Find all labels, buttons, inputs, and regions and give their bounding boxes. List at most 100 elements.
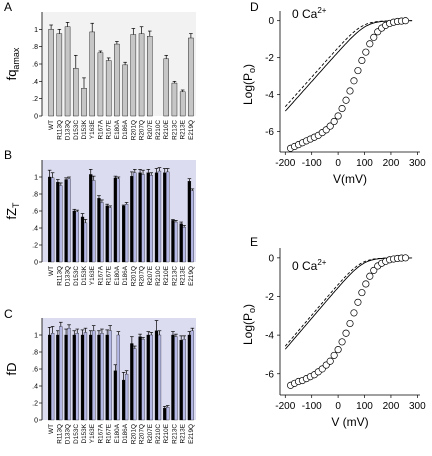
- category-label: WT: [48, 266, 55, 276]
- y-tick-label: .8: [32, 44, 38, 51]
- bar: [97, 52, 104, 117]
- category-label: R113Q: [56, 120, 63, 140]
- category-label: R213C: [171, 120, 178, 140]
- x-tick-label: 100: [356, 158, 373, 169]
- category-label: R167E: [106, 424, 113, 444]
- bar: [105, 334, 109, 421]
- category-label: R207Q: [139, 266, 146, 286]
- bar: [73, 68, 79, 117]
- bar: [81, 88, 87, 117]
- y-tick-label: 0: [268, 16, 274, 27]
- bar: [166, 171, 170, 263]
- bar: [154, 330, 159, 421]
- panel-a: A 0 .2 .4 .6 .8 1 fqamax WT R113Q D133Q D153C D153K Y…: [4, 0, 196, 140]
- y-tick-label: 1: [34, 175, 38, 182]
- bar: [146, 334, 150, 421]
- x-tick-label: 0: [335, 158, 341, 169]
- category-label: D153C: [73, 424, 80, 444]
- bar: [166, 407, 170, 421]
- bar: [89, 334, 93, 421]
- data-point: [362, 48, 370, 56]
- y-tick-label: 0: [34, 114, 38, 121]
- y-tick-label: .6: [32, 367, 38, 374]
- bar: [92, 180, 96, 263]
- condition-annotation: 0 Ca2+: [292, 6, 327, 21]
- category-label: R201Q: [130, 120, 137, 140]
- data-point: [358, 289, 366, 297]
- y-tick-label: .2: [32, 401, 38, 408]
- bar: [182, 226, 186, 263]
- bar: [171, 334, 175, 421]
- bar: [122, 64, 128, 117]
- bar: [154, 172, 159, 263]
- bar: [114, 43, 120, 117]
- bar: [138, 336, 142, 421]
- y-axis-label: Log(Po): [241, 304, 257, 345]
- x-tick-label: 200: [383, 158, 400, 169]
- panel-b: B 0 .2 .4 .6 .8 1 fZT WT R113Q D133Q D153C D153K Y163…: [4, 148, 196, 286]
- bar: [141, 339, 145, 421]
- category-label: E219Q: [188, 266, 195, 286]
- category-label: R213C: [171, 424, 178, 444]
- bar: [147, 36, 153, 117]
- data-point: [370, 33, 378, 41]
- data-point: [338, 338, 346, 346]
- bar: [130, 175, 134, 263]
- y-tick-label: -2: [265, 53, 274, 64]
- category-label: E180A: [114, 265, 121, 285]
- category-label: R210C: [155, 266, 162, 286]
- category-label: Y163E: [89, 120, 96, 139]
- x-tick-label: -200: [275, 401, 295, 412]
- data-point: [401, 254, 410, 262]
- x-tick-label: 0: [335, 401, 341, 412]
- bar: [116, 178, 120, 263]
- bar: [157, 170, 162, 263]
- data-point: [342, 96, 350, 104]
- category-label: D153C: [73, 120, 80, 140]
- condition-annotation: 0 Ca2+: [292, 258, 327, 273]
- bar: [64, 26, 71, 117]
- bar: [50, 177, 55, 263]
- bar: [163, 172, 167, 263]
- y-tick-label: .8: [32, 350, 38, 357]
- category-label: R207Q: [139, 120, 146, 140]
- bar: [179, 339, 183, 421]
- bar: [130, 343, 134, 421]
- category-label: R213E: [180, 120, 187, 140]
- bar: [108, 330, 112, 421]
- bar: [141, 174, 145, 263]
- category-label: D186A: [122, 119, 129, 139]
- bar: [56, 33, 63, 117]
- panel-d: D -200 -100 0 100 200 300 0 -2 -4 -6 V(mV) Log(Po) 0 …: [241, 0, 426, 186]
- data-point: [346, 319, 354, 328]
- x-axis-label: V(mV): [333, 172, 367, 186]
- bar: [83, 222, 88, 263]
- bar: [138, 172, 142, 263]
- bar: [174, 336, 178, 421]
- category-label: D153K: [81, 265, 88, 285]
- bar: [67, 178, 71, 263]
- y-tick-label: .6: [32, 62, 38, 69]
- bar: [50, 333, 55, 421]
- category-label: R207E: [147, 424, 154, 444]
- panel-letter: A: [4, 0, 12, 14]
- bar: [56, 181, 60, 263]
- data-point: [342, 329, 350, 337]
- x-tick-label: 100: [356, 401, 373, 412]
- category-label: D153K: [81, 119, 88, 139]
- category-label: R167A: [97, 423, 104, 443]
- bar: [48, 29, 54, 117]
- bar: [67, 328, 71, 421]
- bar: [122, 379, 126, 421]
- y-tick-label: 1: [34, 27, 38, 34]
- category-label: D133Q: [65, 424, 72, 444]
- data-point: [354, 298, 362, 306]
- category-label: R167E: [106, 120, 113, 140]
- bar: [179, 223, 183, 263]
- data-point: [370, 266, 378, 274]
- y-axis-label: fqamax: [4, 47, 21, 80]
- data-point: [346, 87, 354, 95]
- bar: [149, 334, 153, 421]
- y-tick-label: -6: [265, 127, 274, 138]
- x-tick-label: -100: [302, 158, 322, 169]
